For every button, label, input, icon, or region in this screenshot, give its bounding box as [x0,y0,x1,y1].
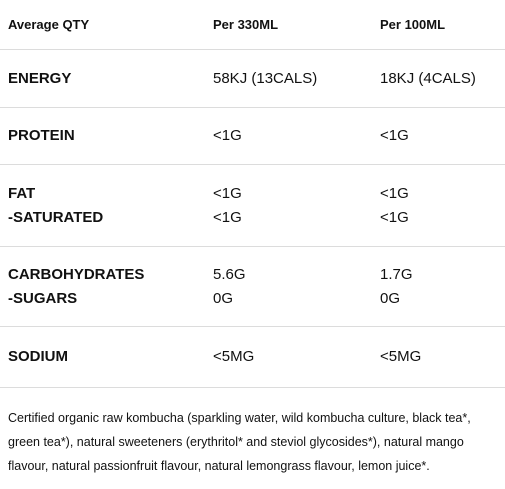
header-cell: Per 330ML [213,17,279,32]
table-row: FAT -SATURATED <1G <1G <1G <1G [0,165,505,247]
table-cell: <1G [206,124,372,148]
cell-line: PROTEIN [8,127,75,144]
table-row: ENERGY 58KJ (13CALS) 18KJ (4CALS) [0,50,505,108]
cell-line: 0G [380,289,401,307]
cell-line: <1G [213,184,242,202]
table-cell: 1.7G 0G [372,263,505,311]
table-cell: <5MG [206,345,372,369]
table-cell: FAT -SATURATED [0,182,206,230]
cell-line: 1.7G [380,265,413,283]
cell-line: 0G [213,289,234,307]
nutrition-table: Average QTY Per 330ML Per 100ML ENERGY 58KJ … [0,0,505,388]
table-row: CARBOHYDRATES -SUGARS 5.6G 0G 1.7G 0G [0,247,505,327]
header-cell: Average QTY [8,17,90,32]
table-cell: <5MG [372,345,505,369]
table-cell: 5.6G 0G [206,263,372,311]
cell-line: SODIUM [8,348,68,365]
cell-line: <1G [213,127,242,144]
table-cell: CARBOHYDRATES -SUGARS [0,263,206,311]
cell-line: ENERGY [8,69,72,87]
header-row: Average QTY Per 330ML Per 100ML [0,0,505,50]
table-cell: <1G <1G [372,182,505,230]
cell-line: <1G [380,184,409,202]
table-row: SODIUM <5MG <5MG [0,327,505,388]
table-cell: ENERGY [0,67,206,91]
cell-line: -SUGARS [8,289,78,307]
cell-line: CARBOHYDRATES [8,265,145,283]
cell-line: 58KJ (13CALS) [213,69,318,87]
cell-line: <1G [380,208,409,226]
cell-line: 18KJ (4CALS) [380,69,476,87]
table-cell: <1G <1G [206,182,372,230]
table-row: PROTEIN <1G <1G [0,108,505,165]
cell-line: <1G [380,127,409,144]
cell-line: <5MG [380,348,422,365]
cell-line: -SATURATED [8,208,104,226]
cell-line: 5.6G [213,265,246,283]
table-cell: <1G [372,124,505,148]
cell-line: <5MG [213,348,255,365]
cell-line: FAT [8,184,36,202]
header-cell: Per 100ML [380,17,446,32]
cell-line: <1G [213,208,242,226]
table-cell: PROTEIN [0,124,206,148]
table-cell: 18KJ (4CALS) [372,67,505,91]
ingredients: Certified organic raw kombucha (sparklin… [8,411,471,473]
table-cell: 58KJ (13CALS) [206,67,372,91]
table-cell: SODIUM [0,345,206,369]
